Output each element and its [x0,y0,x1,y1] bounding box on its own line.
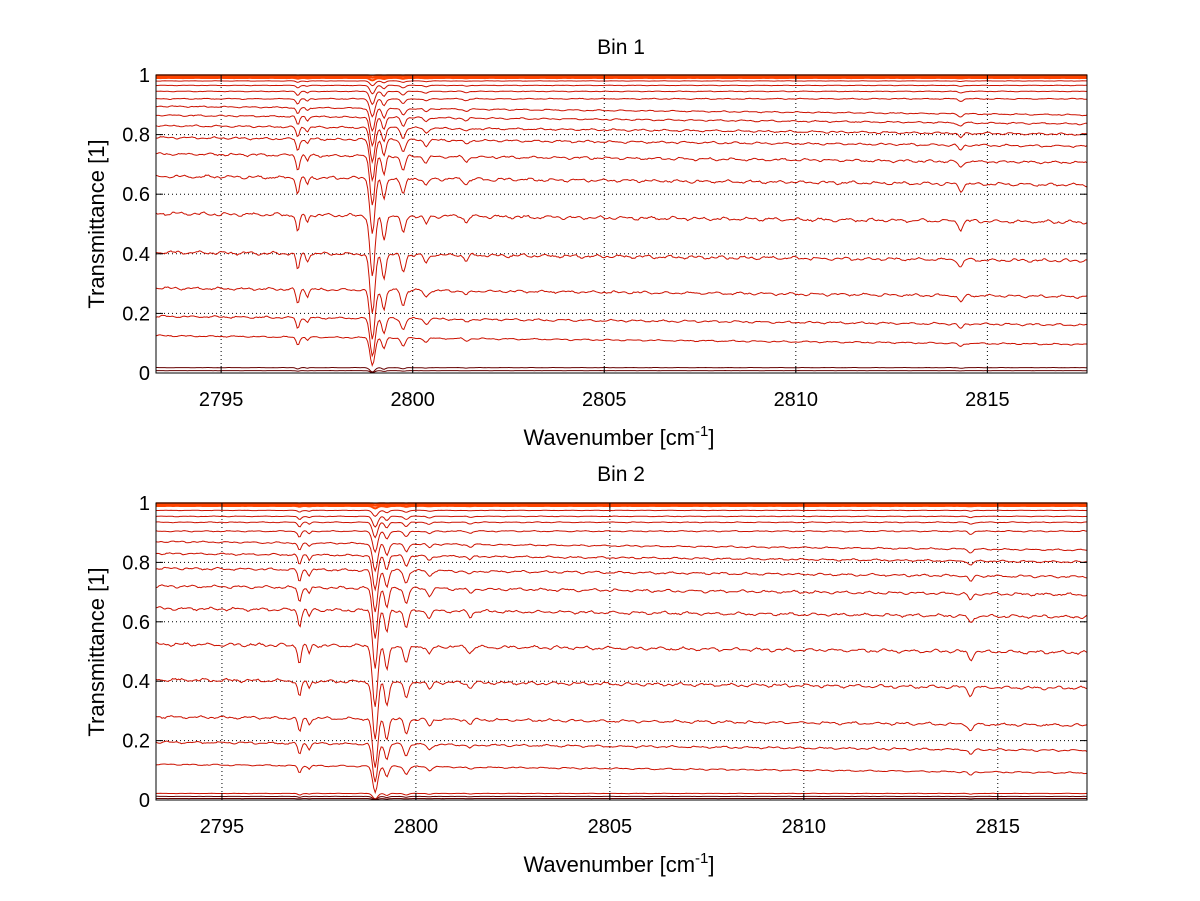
spectrum-line [155,286,1088,340]
spectrum-line [155,529,1088,554]
y-tick-label: 0.4 [122,671,150,693]
spectrum-line [155,174,1088,234]
spectrum-line [155,552,1087,592]
spectrum-line [155,97,1088,118]
spectrum-line [155,740,1088,783]
spectrum-line [155,642,1088,707]
axes-box [155,502,1088,801]
y-tick-label: 0 [139,363,150,385]
x-tick-label: 2805 [582,389,627,411]
spectrum-line [155,124,1088,164]
spectrum-line [155,521,1088,539]
x-tick-label: 2805 [588,816,633,838]
chart-title: Bin 2 [597,463,645,486]
spectrum-line [155,566,1088,613]
spectrum-line [155,584,1088,639]
spectrum-line [155,677,1088,740]
x-axis-label: Wavenumber [cm-1] [523,423,714,450]
x-tick-label: 2810 [774,389,819,411]
y-tick-label: 0.8 [122,552,150,574]
y-tick-label: 0.8 [122,125,150,147]
ticks: 2795 2800 2805 2810 2815 0 0.2 0.4 0.6 0.8 1 [122,65,1087,411]
x-tick-label: 2800 [390,389,435,411]
spectrum-line [156,715,1088,768]
x-tick-label: 2800 [394,816,439,838]
spectrum-line [156,795,1087,800]
spectrum-line [155,334,1087,367]
x-tick-label: 2815 [976,816,1021,838]
chart-bin-1: 2795 2800 2805 2810 2815 0 0.2 0.4 0.6 0.8 1 Bin 1… [84,36,1088,450]
y-tick-label: 0.6 [122,184,150,206]
y-tick-label: 1 [139,493,150,515]
y-tick-label: 0 [139,790,150,812]
spectra-lines [155,74,1088,374]
spectrum-line [155,540,1088,573]
y-tick-label: 0.2 [122,303,150,325]
spectrum-line [156,76,1087,82]
spectrum-line [156,369,1087,374]
ticks: 2795 2800 2805 2810 2815 0 0.2 0.4 0.6 0.8 1 [122,493,1087,838]
y-tick-label: 0.6 [122,612,150,634]
y-axis-label: Transmittance [1] [84,567,109,736]
spectrum-line [155,211,1088,277]
spectrum-line [156,366,1088,373]
x-tick-label: 2795 [199,389,244,411]
spectrum-line [155,84,1087,95]
spectrum-line [155,314,1088,358]
axes-box [155,74,1088,374]
x-tick-label: 2815 [965,389,1010,411]
spectrum-line [155,515,1088,528]
spectrum-line [156,136,1088,183]
spectrum-line [155,80,1087,87]
y-tick-label: 0.2 [122,731,150,753]
x-tick-label: 2810 [782,816,827,838]
spectrum-line [156,114,1087,148]
chart-bin-2: 2795 2800 2805 2810 2815 0 0.2 0.4 0.6 0.8 1 Bin 2… [84,463,1088,877]
spectrum-line [156,509,1088,518]
spectrum-line [155,152,1088,206]
spectrum-line [155,250,1087,314]
y-axis-label: Transmittance [1] [84,139,109,308]
spectrum-line [156,105,1088,133]
x-tick-label: 2795 [200,816,245,838]
spectrum-line [156,75,1087,79]
spectrum-line [156,504,1087,510]
grid [156,502,1087,801]
y-tick-label: 0.4 [122,244,150,266]
x-axis-label: Wavenumber [cm-1] [523,850,714,877]
y-tick-label: 1 [139,65,150,87]
spectrum-line [155,792,1088,800]
spectrum-line [156,90,1088,106]
spectrum-line [156,797,1087,801]
spectrum-line [156,503,1087,507]
spectrum-line [155,606,1088,669]
chart-title: Bin 1 [597,36,645,59]
spectrum-line [155,763,1088,795]
